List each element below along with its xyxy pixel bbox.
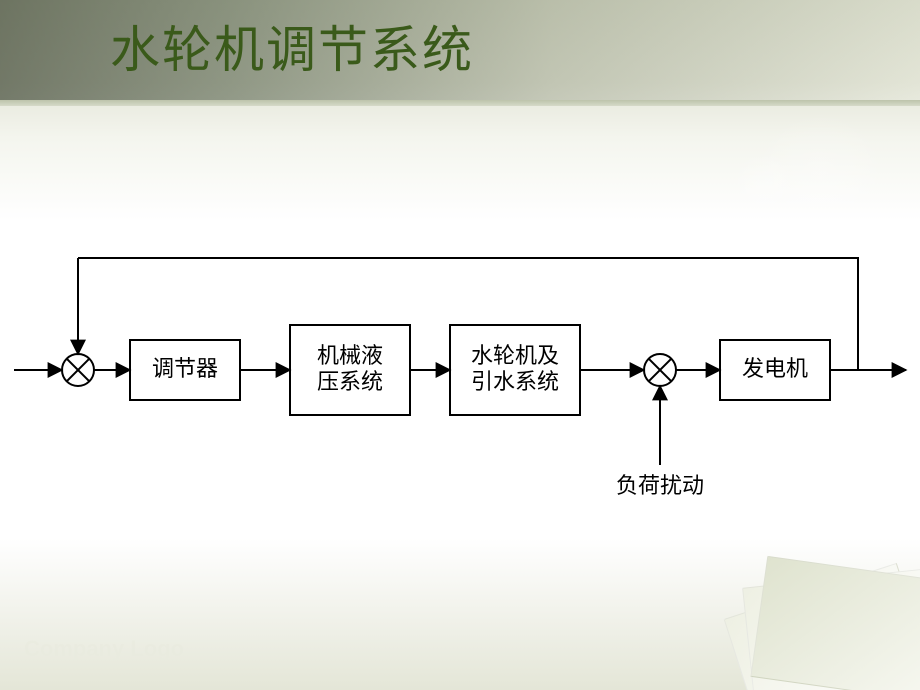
slide: 水轮机调节系统 调节器 机械液压系统 水轮机及引水系统 发电机负荷扰动 Company… bbox=[0, 0, 920, 690]
block-b3-label: 水轮机及 bbox=[471, 343, 559, 368]
block-diagram: 调节器 机械液压系统 水轮机及引水系统 发电机负荷扰动 bbox=[0, 230, 920, 530]
paper-stack-decor bbox=[690, 540, 920, 690]
block-b2-label: 压系统 bbox=[317, 369, 383, 394]
footer-logo: Company Logo bbox=[24, 636, 184, 662]
block-b4-label: 发电机 bbox=[742, 356, 808, 381]
title-rule bbox=[0, 100, 920, 106]
block-b2-label: 机械液 bbox=[317, 343, 383, 368]
diagram-svg: 调节器 机械液压系统 水轮机及引水系统 发电机负荷扰动 bbox=[0, 230, 920, 530]
block-b1-label: 调节器 bbox=[152, 356, 218, 381]
page-title: 水轮机调节系统 bbox=[110, 10, 474, 82]
disturbance-label: 负荷扰动 bbox=[616, 473, 704, 498]
block-b3-label: 引水系统 bbox=[471, 369, 559, 394]
watermark-circle-small bbox=[730, 150, 800, 220]
